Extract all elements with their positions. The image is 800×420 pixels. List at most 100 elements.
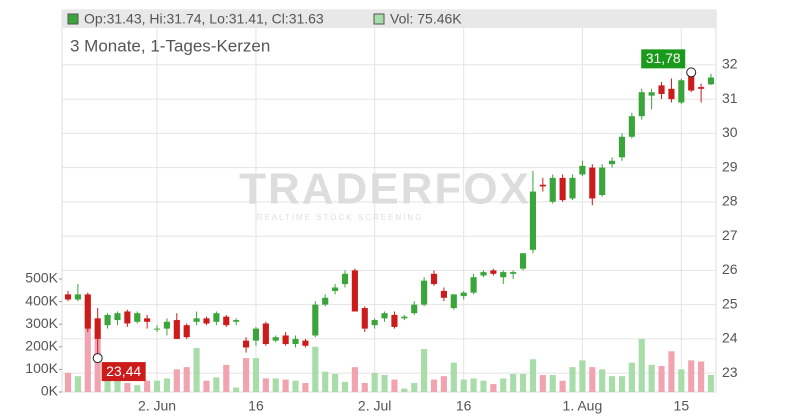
volume-bar [510,373,517,392]
candle-body [242,340,250,348]
volume-bar [302,382,309,392]
volume-bar [282,379,289,392]
candle-body [282,335,289,345]
candle-body [480,272,487,276]
volume-bar [381,375,388,392]
volume-bar [193,347,200,392]
watermark-sub: REALTIME STOCK SCREENING [257,213,424,222]
volume-bar [440,376,447,392]
volume-bar [618,376,626,392]
volume-bar [371,372,378,392]
volume-bar [539,375,546,392]
volume-bar [351,367,358,392]
y-tick-label: 25 [722,295,738,311]
annotation-label: 31,78 [646,50,681,66]
candle-body [144,318,151,322]
candle-body [638,92,645,117]
candle-body [599,167,606,196]
volume-bar [688,360,695,392]
candle-body [411,304,418,314]
candle-body [440,290,447,298]
volume-bar [648,364,655,392]
watermark: TRADERFOX [239,165,531,214]
volume-bar [599,369,606,392]
extreme-marker [686,67,697,78]
annotation-label: 23,44 [106,363,141,379]
volume-bar [213,377,220,392]
volume-bar [411,382,418,392]
candle-body [233,320,240,322]
candle-body [529,191,537,250]
volume-bar [233,387,240,392]
candle-body [64,294,72,300]
candle-body [134,313,141,322]
candle-body [609,160,616,165]
candle-body [262,323,269,345]
y-tick-label: 26 [722,261,738,277]
candle-body [84,294,91,329]
candle-body [421,280,428,305]
candle-body [114,313,121,321]
candle-body [322,297,329,305]
candle-body [500,272,507,278]
x-tick-label: 16 [456,398,472,414]
volume-bar [707,374,715,392]
volume-bar [144,380,151,392]
candle-body [450,294,457,309]
y2-tick-label: 500K [25,270,58,286]
candle-body [391,314,398,327]
ohlc-icon [67,13,79,25]
volume-bar [519,373,527,392]
volume-bar [678,369,685,392]
candle-body [519,253,527,269]
y-tick-label: 27 [722,227,738,243]
volume-bar [74,376,81,392]
volume-bar [163,378,170,392]
volume-bar [134,385,141,392]
volume-bar [470,378,477,392]
candle-body [272,337,279,341]
x-tick-label: 16 [248,398,264,414]
volume-label: Vol: 75.46K [390,11,462,27]
candle-body [213,313,220,322]
y-tick-label: 32 [722,56,738,72]
volume-bar [609,376,616,392]
candle-body [361,308,368,329]
candle-body [312,304,319,336]
x-tick-label: 15 [674,398,690,414]
volume-bar [490,384,497,392]
volume-bar [361,382,368,392]
volume-bar [401,388,408,392]
volume-bar [262,378,269,392]
candle-body [351,270,358,312]
candle-body [618,136,626,158]
candle-body [589,167,596,199]
candle-body [470,277,477,293]
volume-bar [500,378,507,392]
candle-body [549,177,556,202]
grid [61,9,717,393]
y-tick-label: 28 [722,193,738,209]
annotation-box [101,362,146,382]
candle-body [104,314,111,326]
y-tick-label: 24 [722,330,738,346]
volume-bar [549,375,556,392]
volume-bar [104,371,111,392]
volume-bar [153,380,161,392]
candle-body [223,316,230,326]
y2-tick-label: 300K [25,315,58,331]
volume-bar [292,380,299,392]
candle-body [628,116,635,137]
candle-body [183,325,190,338]
volume-bar [312,346,319,392]
candle-body [153,328,161,330]
volume-icon [373,13,385,25]
candle-body [332,287,339,291]
volume-bar [173,369,180,392]
candle-body [74,294,81,300]
candle-body [648,92,655,96]
candle-body [559,177,566,201]
volume-bar [658,366,665,392]
volume-bar [569,367,576,392]
